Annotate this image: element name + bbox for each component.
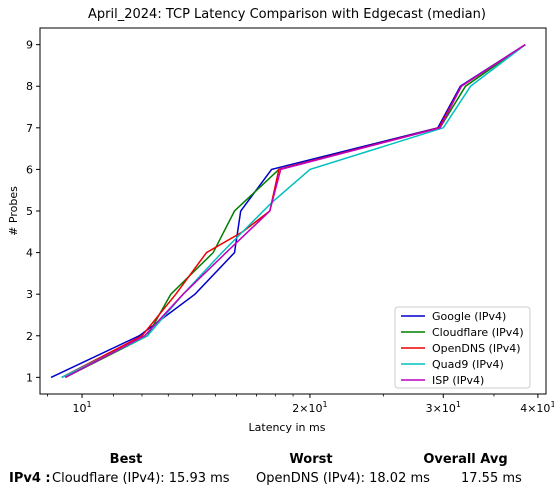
summary-header-avg: Overall Avg <box>423 452 508 467</box>
summary-avg-value: 17.55 ms <box>461 471 522 486</box>
legend: Google (IPv4) Cloudflare (IPv4) OpenDNS (I… <box>394 306 531 389</box>
y-axis-label: # Probes <box>7 186 20 236</box>
y-tick-label: 7 <box>26 122 33 135</box>
chart-title: April_2024: TCP Latency Comparison with … <box>88 7 486 22</box>
y-tick-label: 1 <box>26 371 33 384</box>
summary-worst-value: OpenDNS (IPv4): 18.02 ms <box>256 471 430 486</box>
legend-label-5: ISP (IPv4) <box>432 374 484 387</box>
series-line-2 <box>64 43 526 379</box>
legend-box <box>394 306 531 389</box>
legend-label-3: OpenDNS (IPv4) <box>432 342 521 355</box>
x-axis-label: Latency in ms <box>249 421 326 434</box>
latency-chart: April_2024: TCP Latency Comparison with … <box>7 7 554 434</box>
y-tick-label: 2 <box>26 330 33 343</box>
x-tick-label: 3×101 <box>426 400 461 415</box>
x-tick-label: 2×101 <box>292 400 327 415</box>
summary-best-value: Cloudflare (IPv4): 15.93 ms <box>52 471 230 486</box>
y-tick-label: 4 <box>26 247 33 260</box>
y-tick-label: 8 <box>26 80 33 93</box>
series-line-5 <box>64 43 526 379</box>
summary-row-label: IPv4 : <box>9 471 51 486</box>
y-tick-label: 3 <box>26 288 33 301</box>
legend-label-2: Cloudflare (IPv4) <box>432 326 524 339</box>
y-tick-label: 9 <box>26 39 33 52</box>
x-tick-label: 101 <box>72 400 91 415</box>
summary-header-worst: Worst <box>289 452 333 467</box>
x-tick-label: 4×101 <box>520 400 554 415</box>
y-tick-label: 5 <box>26 205 33 218</box>
summary-header-best: Best <box>109 452 143 467</box>
legend-label-4: Quad9 (IPv4) <box>432 358 504 371</box>
legend-label-1: Google (IPv4) <box>432 310 506 323</box>
y-tick-label: 6 <box>26 163 33 176</box>
